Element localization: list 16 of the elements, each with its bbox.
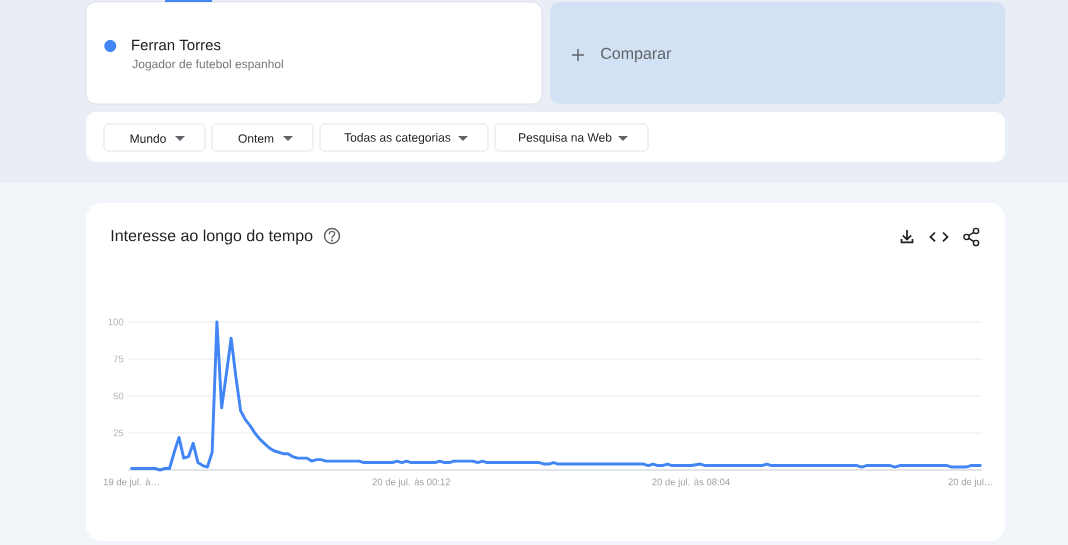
- y-tick-label: 75: [113, 355, 124, 363]
- text: Mundo: [130, 134, 166, 143]
- text: Todas as categorias: [344, 132, 451, 145]
- x-tick-label: 20 de jul…: [948, 478, 993, 488]
- x-tick-label: 19 de jul. à…: [103, 478, 159, 488]
- y-tick-label: 25: [113, 429, 124, 437]
- x-tick-label: 20 de jul. às 08:04: [652, 478, 730, 488]
- y-tick-label: 50: [113, 392, 124, 400]
- y-tick-label: 100: [108, 318, 124, 326]
- legend-label: Ferran Torres: [132, 39, 221, 51]
- chart-title: Interesse ao longo do tempo: [111, 229, 313, 245]
- text: Ontem: [238, 134, 274, 143]
- text: Comparar: [601, 47, 672, 63]
- x-tick-label: 20 de jul. às 00:12: [372, 478, 451, 488]
- text: Pesquisa na Web: [519, 132, 612, 145]
- text: Jogador de futebol espanhol: [132, 59, 283, 71]
